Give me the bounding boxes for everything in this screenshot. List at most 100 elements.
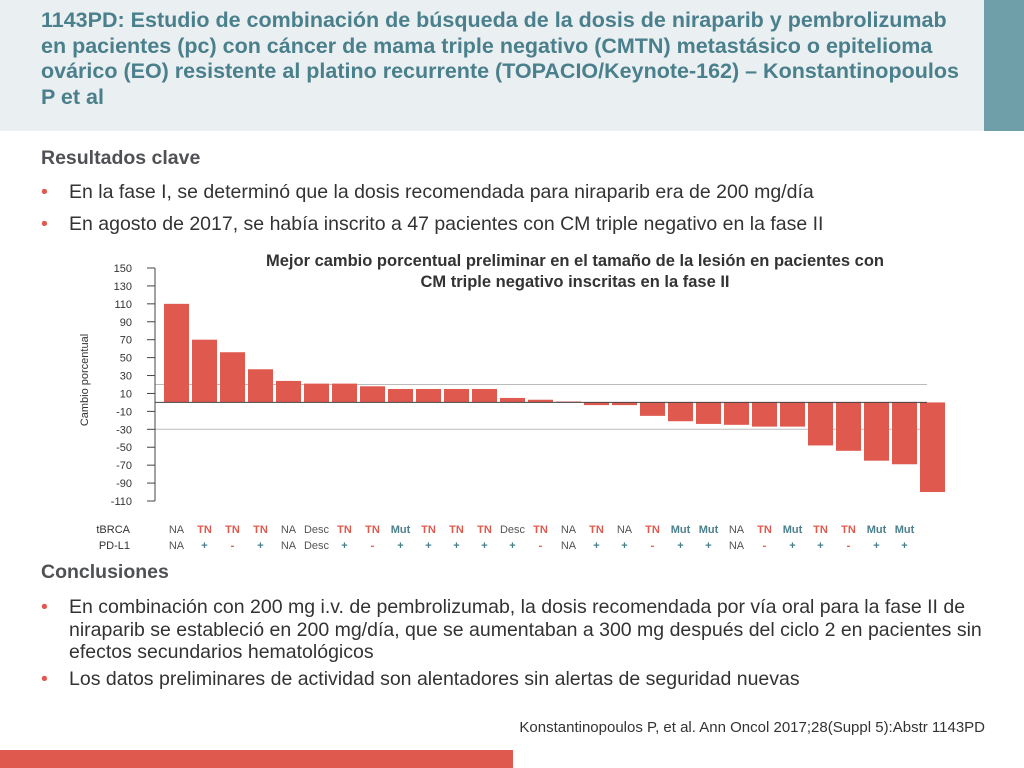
y-tick-label: 130 <box>114 281 132 293</box>
pdl1-cell: + <box>257 540 263 552</box>
pdl1-cell: - <box>231 540 235 552</box>
bar <box>528 399 553 403</box>
y-tick-label: 70 <box>120 335 132 347</box>
pdl1-cell: + <box>201 540 207 552</box>
bar <box>220 352 245 403</box>
bar <box>808 402 833 446</box>
pdl1-cell: - <box>539 540 543 552</box>
tbrca-cell: NA <box>617 524 633 536</box>
conclusions-bullet: En combinación con 200 mg i.v. de pembro… <box>41 596 991 664</box>
bar <box>360 386 385 403</box>
bars-layer <box>155 303 945 493</box>
bar <box>836 402 861 451</box>
tbrca-cell: Mut <box>391 524 411 536</box>
tbrca-cell: TN <box>421 524 436 536</box>
pdl1-cell: + <box>873 540 879 552</box>
slide-title: 1143PD: Estudio de combinación de búsque… <box>41 8 959 109</box>
pdl1-cell: + <box>705 540 711 552</box>
tbrca-cell: TN <box>449 524 464 536</box>
pdl1-cell: + <box>789 540 795 552</box>
pdl1-cell: + <box>677 540 683 552</box>
bar <box>696 402 721 424</box>
bar <box>332 383 357 403</box>
pdl1-cell: + <box>397 540 403 552</box>
tbrca-cell: NA <box>281 524 297 536</box>
bar <box>780 402 805 427</box>
tbrca-cell: Desc <box>500 524 526 536</box>
pdl1-cell: NA <box>729 540 745 552</box>
biomarker-row-label: PD-L1 <box>99 540 130 552</box>
reference-citation: Konstantinopoulos P, et al. Ann Oncol 20… <box>519 719 985 736</box>
pdl1-cell: + <box>901 540 907 552</box>
tbrca-cell: Mut <box>895 524 915 536</box>
pdl1-cell: NA <box>281 540 297 552</box>
chart-title: Mejor cambio porcentual preliminar en el… <box>265 252 884 291</box>
bar <box>500 397 525 403</box>
bar <box>864 402 889 461</box>
tbrca-cell: TN <box>645 524 660 536</box>
y-tick-label: 90 <box>120 317 132 329</box>
tbrca-cell: TN <box>253 524 268 536</box>
bar <box>640 402 665 416</box>
y-tick-label: 110 <box>114 299 132 311</box>
y-tick-label: -70 <box>116 460 132 472</box>
y-tick-label: 30 <box>120 371 132 383</box>
tbrca-cell: TN <box>757 524 772 536</box>
pdl1-cell: + <box>593 540 599 552</box>
pdl1-cell: NA <box>561 540 577 552</box>
conclusions-heading: Conclusiones <box>41 561 169 583</box>
y-tick-label: -90 <box>116 478 132 490</box>
tbrca-cell: NA <box>561 524 577 536</box>
pdl1-cell: + <box>509 540 515 552</box>
pdl1-cell: Desc <box>304 540 330 552</box>
pdl1-cell: - <box>763 540 767 552</box>
tbrca-cell: Mut <box>671 524 691 536</box>
tbrca-cell: TN <box>533 524 548 536</box>
bar <box>388 388 413 403</box>
pdl1-cell: NA <box>169 540 185 552</box>
bar <box>192 339 217 403</box>
biomarker-row-label: tBRCA <box>96 524 130 536</box>
pdl1-cell: - <box>371 540 375 552</box>
bar <box>304 383 329 403</box>
results-bullet-list: En la fase I, se determinó que la dosis … <box>41 181 991 235</box>
pdl1-cell: + <box>453 540 459 552</box>
bar <box>276 380 301 403</box>
tbrca-cell: TN <box>841 524 856 536</box>
tbrca-cell: Mut <box>867 524 887 536</box>
tbrca-cell: TN <box>589 524 604 536</box>
pdl1-cell: + <box>621 540 627 552</box>
results-heading: Resultados clave <box>41 147 201 169</box>
bar <box>668 402 693 422</box>
y-tick-label: 50 <box>120 353 132 365</box>
pdl1-cell: + <box>481 540 487 552</box>
y-tick-label: 150 <box>114 263 132 275</box>
pdl1-cell: - <box>651 540 655 552</box>
bar <box>584 402 609 406</box>
tbrca-cell: TN <box>337 524 352 536</box>
y-tick-label: 10 <box>120 388 132 400</box>
tbrca-cell: NA <box>169 524 185 536</box>
bar <box>416 388 441 403</box>
biomarker-table: tBRCA PD-L1 NA TN TN TN NA Desc TN TN Mut TN TN TN Des… <box>96 524 914 552</box>
tbrca-cell: TN <box>365 524 380 536</box>
y-axis-label: Cambio porcentual <box>79 334 91 426</box>
conclusions-bullet-list: En combinación con 200 mg i.v. de pembro… <box>41 596 991 690</box>
bar <box>892 402 917 465</box>
tbrca-cell: NA <box>729 524 745 536</box>
pdl1-cell: + <box>817 540 823 552</box>
pdl1-cell: - <box>847 540 851 552</box>
bar <box>444 388 469 403</box>
tbrca-cell: Desc <box>304 524 330 536</box>
footer-bar <box>0 750 513 768</box>
y-axis: 150 130 110 90 70 50 30 10 -10 -30 -50 -70 -90 -110 <box>111 263 927 508</box>
bar <box>920 402 945 493</box>
results-bullet: En la fase I, se determinó que la dosis … <box>41 181 991 204</box>
y-tick-label: -110 <box>111 496 132 508</box>
title-banner <box>0 0 984 131</box>
tbrca-cell: TN <box>225 524 240 536</box>
y-tick-label: -30 <box>116 424 132 436</box>
pdl1-cell: + <box>341 540 347 552</box>
results-bullet: En agosto de 2017, se había inscrito a 4… <box>41 213 991 236</box>
